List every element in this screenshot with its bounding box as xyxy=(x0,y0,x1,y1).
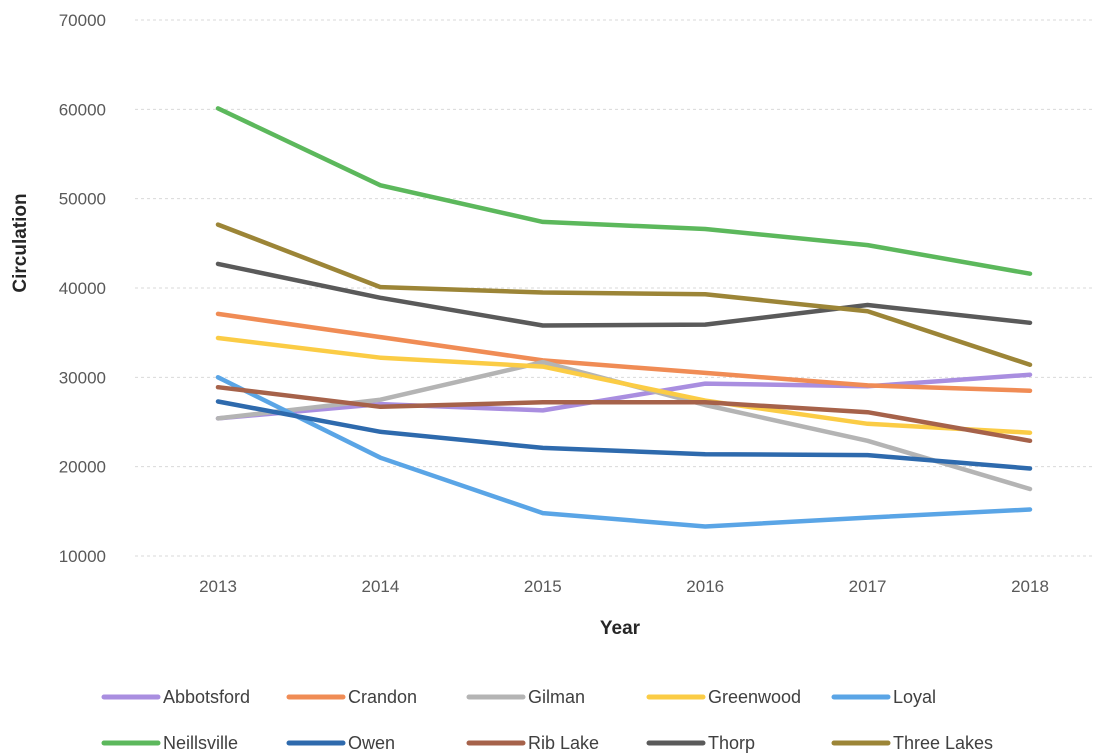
legend-item: Abbotsford xyxy=(101,687,250,707)
x-tick-label: 2015 xyxy=(524,577,562,596)
y-tick-label: 30000 xyxy=(59,368,106,387)
legend-item: Loyal xyxy=(831,687,936,707)
legend-label: Rib Lake xyxy=(528,733,599,753)
y-axis-title: Circulation xyxy=(10,193,31,292)
x-tick-label: 2013 xyxy=(199,577,237,596)
series-lines xyxy=(215,106,1033,529)
legend: Abbotsford Crandon Gilman Greenwood Loyal Nei… xyxy=(101,687,993,753)
series-line-loyal xyxy=(215,375,1033,529)
legend-label: Greenwood xyxy=(708,687,801,707)
legend-item: Crandon xyxy=(286,687,417,707)
series-line-crandon xyxy=(215,311,1033,393)
legend-label: Gilman xyxy=(528,687,585,707)
legend-item: Gilman xyxy=(466,687,585,707)
legend-item: Thorp xyxy=(646,733,755,753)
series-line-three-lakes xyxy=(215,222,1033,368)
legend-item: Owen xyxy=(286,733,395,753)
series-line-rib-lake xyxy=(215,384,1033,444)
legend-item: Rib Lake xyxy=(466,733,599,753)
legend-label: Abbotsford xyxy=(163,687,250,707)
x-tick-label: 2018 xyxy=(1011,577,1049,596)
legend-label: Three Lakes xyxy=(893,733,993,753)
legend-item: Three Lakes xyxy=(831,733,993,753)
x-tick-label: 2017 xyxy=(849,577,887,596)
y-tick-label: 10000 xyxy=(59,547,106,566)
series-line-thorp xyxy=(215,261,1033,328)
legend-label: Thorp xyxy=(708,733,755,753)
legend-label: Loyal xyxy=(893,687,936,707)
y-tick-label: 40000 xyxy=(59,279,106,298)
series-line-greenwood xyxy=(215,335,1033,435)
legend-label: Crandon xyxy=(348,687,417,707)
gridlines xyxy=(135,19,1092,557)
y-tick-label: 20000 xyxy=(59,458,106,477)
series-line-neillsville xyxy=(215,106,1033,276)
x-tick-label: 2016 xyxy=(686,577,724,596)
series-line-owen xyxy=(215,399,1033,471)
y-tick-label: 50000 xyxy=(59,190,106,209)
x-axis-title: Year xyxy=(600,618,641,639)
legend-label: Neillsville xyxy=(163,733,238,753)
x-tick-labels: 2013 2014 2015 2016 2017 2018 xyxy=(199,577,1049,596)
legend-item: Neillsville xyxy=(101,733,238,753)
legend-item: Greenwood xyxy=(646,687,801,707)
x-tick-label: 2014 xyxy=(361,577,399,596)
y-tick-label: 60000 xyxy=(59,100,106,119)
y-tick-labels: 10000 20000 30000 40000 50000 60000 70000 xyxy=(59,11,106,566)
legend-label: Owen xyxy=(348,733,395,753)
y-tick-label: 70000 xyxy=(59,11,106,30)
